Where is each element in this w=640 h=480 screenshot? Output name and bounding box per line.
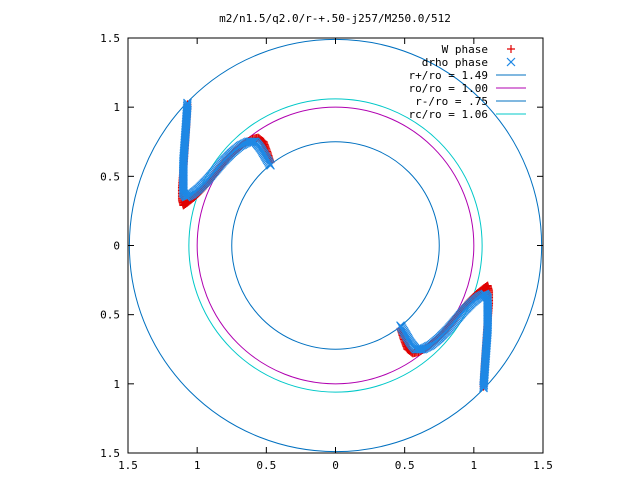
y-tick-label: 1.5 [100, 447, 120, 460]
legend-marker [506, 57, 516, 67]
legend-label: drho phase [422, 56, 488, 69]
legend-label: r+/ro = 1.49 [409, 69, 488, 82]
circle-1 [196, 106, 475, 385]
tick-labels: 1.5 1 0.5 0 0.5 1 1.51.510.500.511.5 [100, 32, 553, 472]
y-tick-label: 0.5 [100, 170, 120, 183]
data-point [396, 321, 405, 331]
x-tick-label: 0.5 [395, 459, 415, 472]
legend-marker [507, 45, 515, 53]
x-tick-label: 0 [332, 459, 339, 472]
y-tick-label: 1 [113, 378, 120, 391]
series-drho-phase [178, 98, 493, 393]
x-tick-label: 1.5 [118, 459, 138, 472]
x-tick-label: 0.5 [256, 459, 276, 472]
circle-3 [188, 98, 483, 393]
legend-label: rc/ro = 1.06 [409, 108, 488, 121]
legend-label: ro/ro = 1.00 [409, 82, 488, 95]
x-tick-label: 1 [194, 459, 201, 472]
y-tick-label: 1.5 [100, 32, 120, 45]
circle-2 [231, 141, 440, 350]
x-tick-label: 1 [471, 459, 478, 472]
y-tick-label: 0.5 [100, 309, 120, 322]
chart-title: m2/n1.5/q2.0/r-+.50-j257/M250.0/512 [219, 12, 451, 25]
data-point [415, 344, 425, 354]
legend-label: r-/ro = .75 [415, 95, 488, 108]
y-tick-label: 0 [113, 240, 120, 253]
legend-label: W phase [442, 43, 488, 56]
y-tick-label: 1 [113, 101, 120, 114]
x-tick-label: 1.5 [533, 459, 553, 472]
data-point [246, 137, 256, 147]
data-point [266, 160, 275, 170]
plot-area [127, 37, 544, 454]
